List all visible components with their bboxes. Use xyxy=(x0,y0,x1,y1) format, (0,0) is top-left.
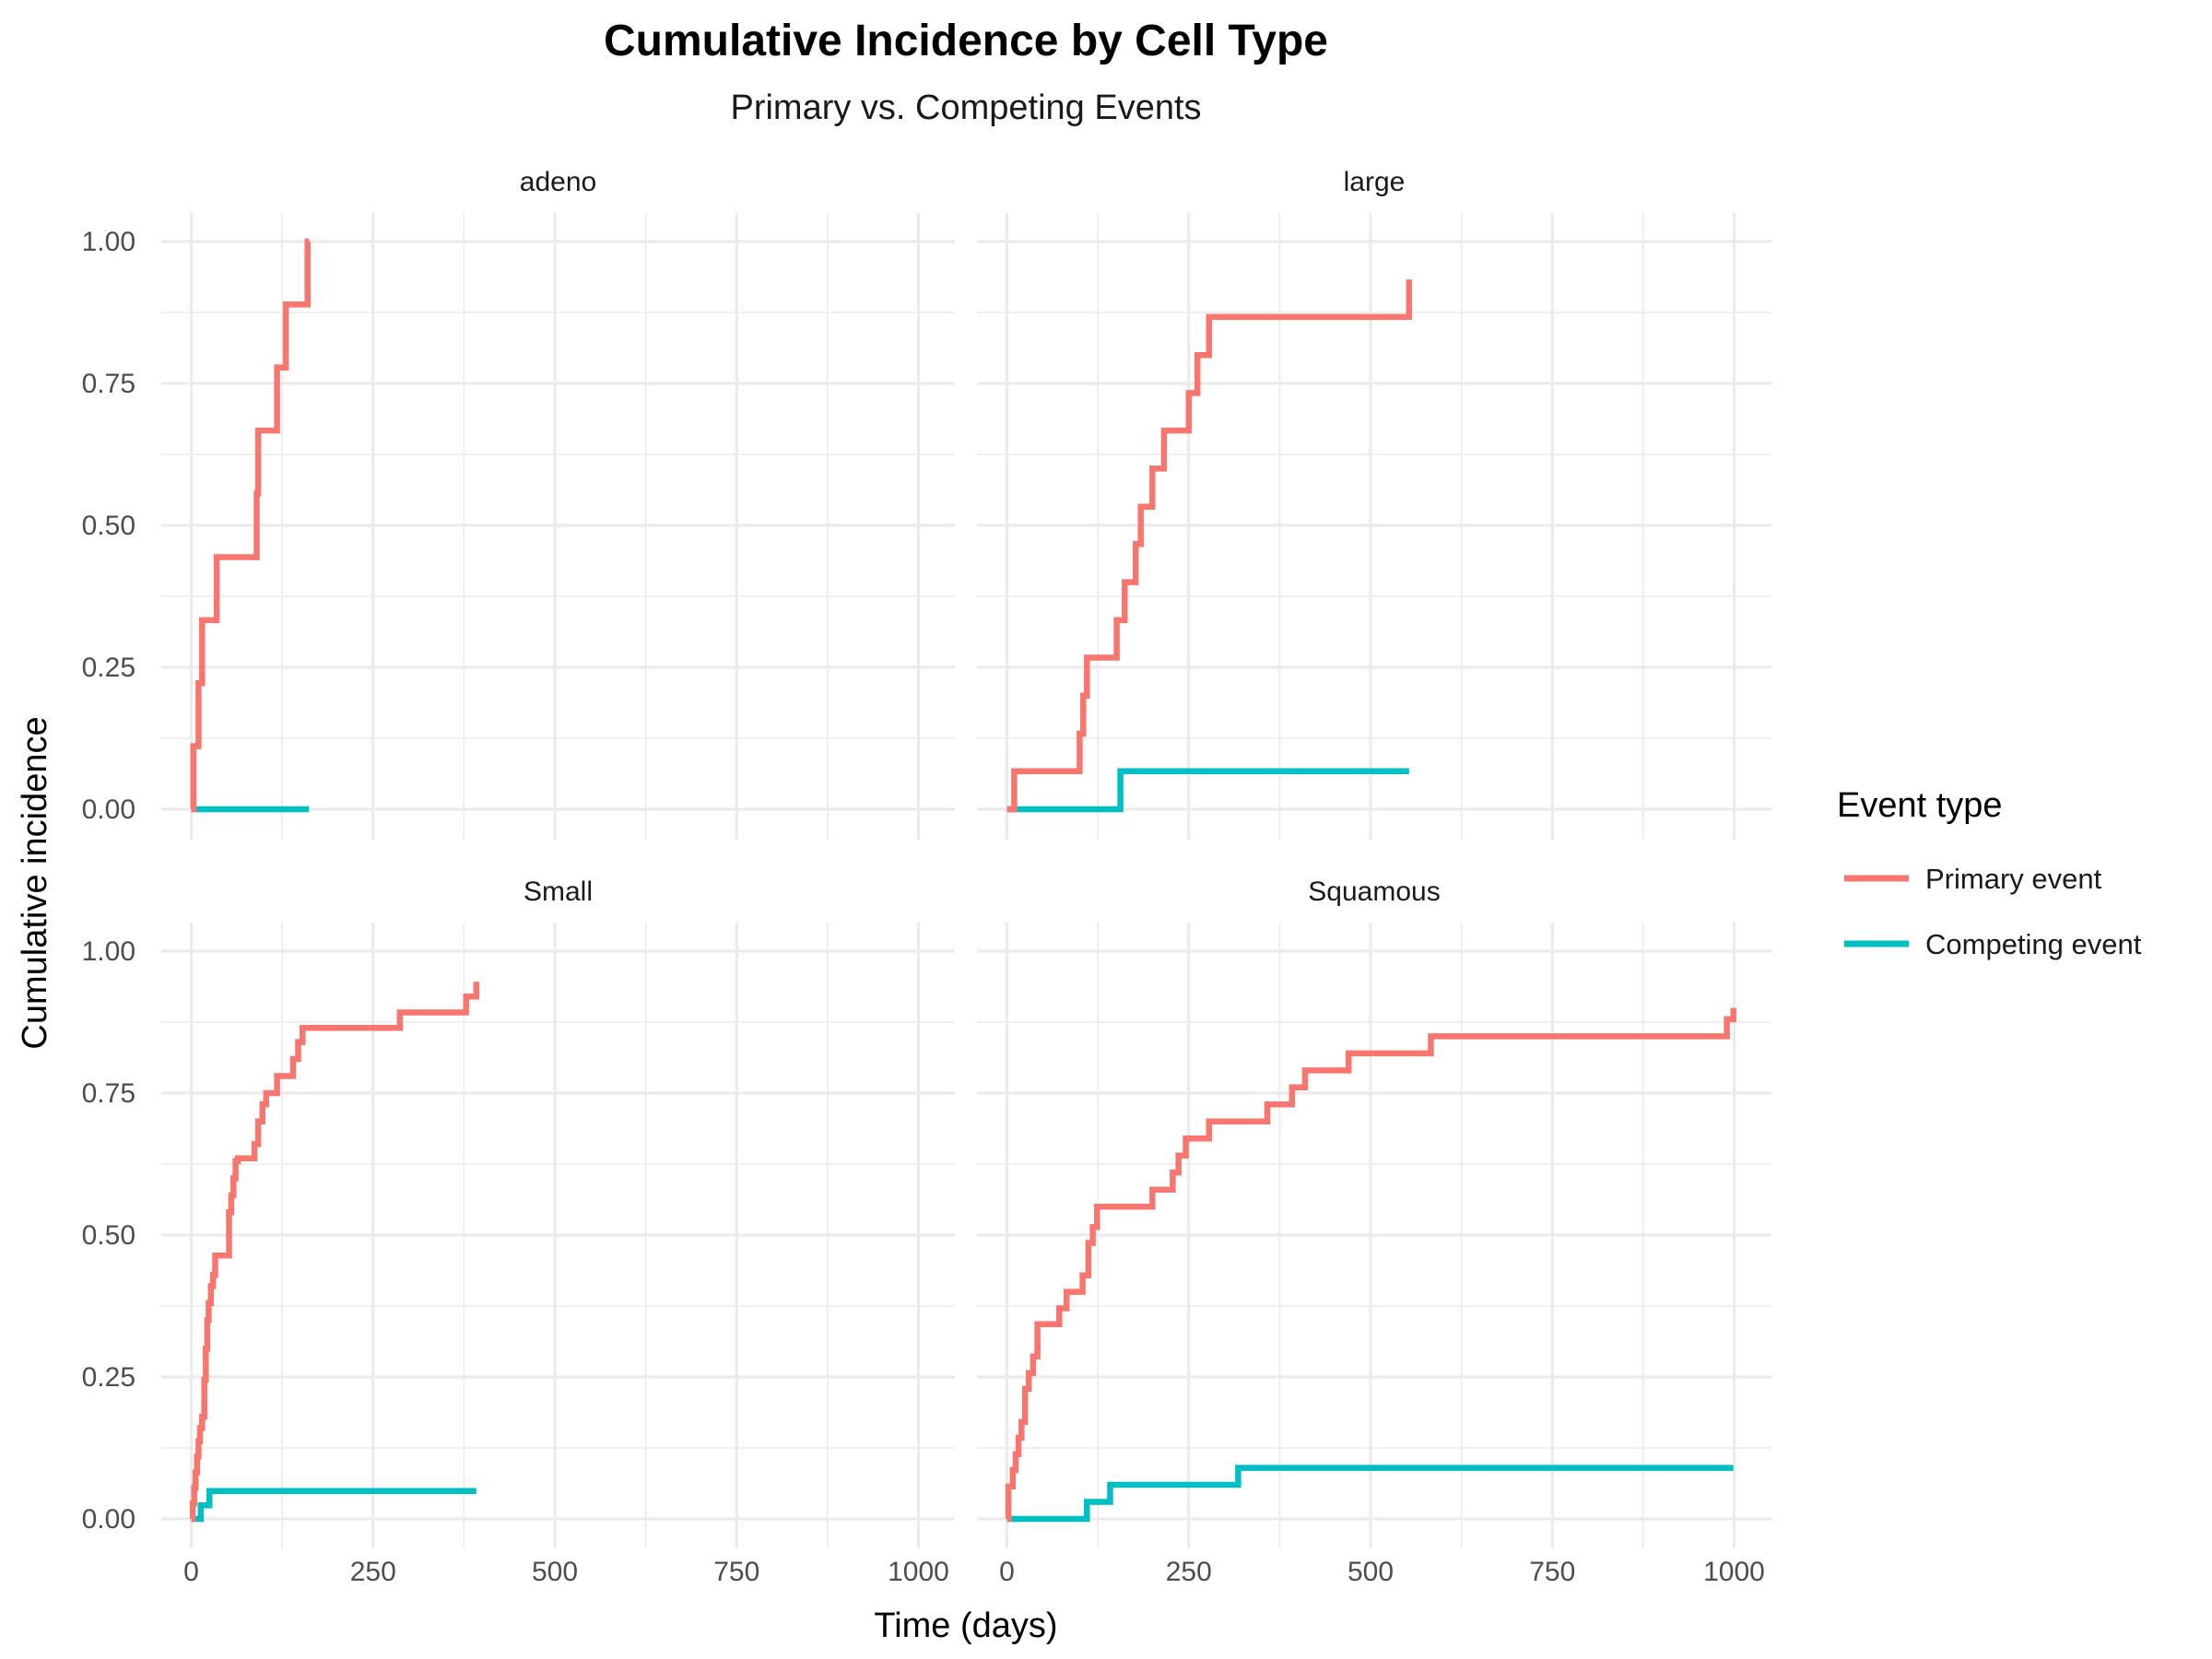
y-tick-label: 0.25 xyxy=(82,653,135,683)
x-tick-label: 250 xyxy=(350,1557,396,1587)
x-tick-label: 1000 xyxy=(888,1557,949,1587)
legend-label: Competing event xyxy=(1925,928,2142,960)
x-tick-label: 750 xyxy=(713,1557,759,1587)
x-tick-label: 0 xyxy=(183,1557,199,1587)
series-line-primary-event xyxy=(1006,279,1413,813)
x-tick-label: 1000 xyxy=(1703,1557,1765,1587)
series-line-competing-event xyxy=(1006,1465,1734,1523)
chart-subtitle: Primary vs. Competing Events xyxy=(730,88,1201,127)
panel-squamous: Squamous 0 250 500 750 1000 xyxy=(977,877,1771,1587)
y-tick-label: 0.75 xyxy=(82,369,135,399)
x-tick-label: 500 xyxy=(1347,1557,1394,1587)
y-axis-title: Cumulative incidence xyxy=(16,716,54,1049)
series-line-primary-event xyxy=(1005,1007,1736,1523)
series-line-competing-event xyxy=(191,1488,477,1523)
x-tick-label: 0 xyxy=(999,1557,1015,1587)
y-tick-label: 1.00 xyxy=(82,936,135,967)
panel-strip-label: adeno xyxy=(520,167,596,197)
legend-label: Primary event xyxy=(1925,863,2102,895)
panel-small: Small 0.00 0.25 0.50 0.75 1.00 0 250 500 750 1000 xyxy=(82,877,955,1587)
y-tick-label: 0.00 xyxy=(82,794,135,825)
panel-grid: adeno 0.00 0.25 0.50 0.75 1.00 large Small 0.00 0… xyxy=(82,167,1771,1587)
series-line-primary-event xyxy=(189,982,480,1523)
legend: Event type Primary event Competing event xyxy=(1837,786,2142,960)
x-axis-title: Time (days) xyxy=(874,1606,1057,1645)
y-tick-label: 0.25 xyxy=(82,1362,135,1393)
series-line-competing-event xyxy=(1006,768,1409,813)
y-tick-label: 0.50 xyxy=(82,1220,135,1251)
panel-strip-label: Small xyxy=(524,877,593,907)
y-tick-label: 1.00 xyxy=(82,227,135,257)
legend-entries: Primary event Competing event xyxy=(1844,863,2142,960)
chart-title: Cumulative Incidence by Cell Type xyxy=(604,17,1328,65)
x-tick-label: 500 xyxy=(532,1557,578,1587)
panel-strip-label: Squamous xyxy=(1308,877,1440,907)
y-tick-label: 0.00 xyxy=(82,1504,135,1535)
series-line-primary-event xyxy=(190,238,311,813)
x-tick-label: 250 xyxy=(1166,1557,1212,1587)
panel-strip-label: large xyxy=(1344,167,1406,197)
y-tick-label: 0.50 xyxy=(82,511,135,541)
panel-large: large xyxy=(977,167,1771,840)
x-tick-label: 750 xyxy=(1529,1557,1575,1587)
panel-adeno: adeno 0.00 0.25 0.50 0.75 1.00 xyxy=(82,167,955,840)
legend-title: Event type xyxy=(1837,786,2003,825)
y-tick-label: 0.75 xyxy=(82,1078,135,1109)
